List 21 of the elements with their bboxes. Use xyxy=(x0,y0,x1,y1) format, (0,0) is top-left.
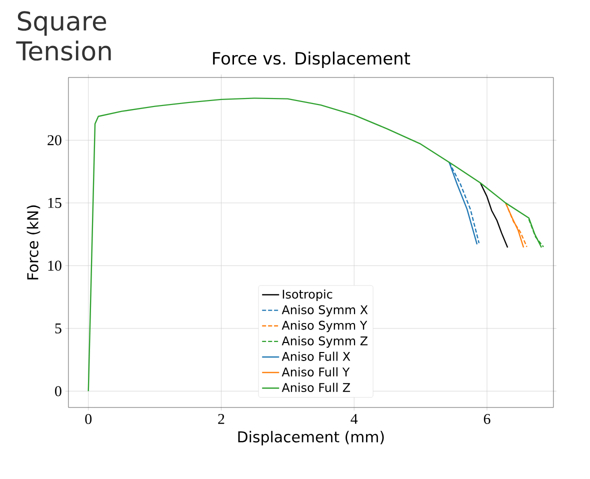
legend-label: Aniso Full Z xyxy=(282,382,350,392)
x-tick-label: 2 xyxy=(218,414,224,424)
y-tick-label: 5 xyxy=(55,323,62,334)
y-tick-label: 0 xyxy=(55,386,62,396)
chart-title: Square Tension xyxy=(16,11,111,61)
chart-subtitle: Force vs. Displacement xyxy=(213,52,410,68)
legend-label: Aniso Symm X xyxy=(282,305,368,317)
x-axis-title: Displacement (mm) xyxy=(238,430,384,446)
x-tick-label: 6 xyxy=(484,414,490,424)
y-tick-label: 20 xyxy=(48,135,62,146)
legend-label: Aniso Full Y xyxy=(282,367,350,376)
y-axis-title: Force (kN) xyxy=(26,205,40,280)
legend-label: Isotropic xyxy=(282,289,332,302)
x-tick-label: 4 xyxy=(350,414,358,424)
x-tick-label: 0 xyxy=(85,414,92,424)
legend-label: Aniso Symm Z xyxy=(282,336,368,348)
y-tick-label: 15 xyxy=(48,198,62,208)
line-series xyxy=(480,182,508,248)
y-tick-label: 10 xyxy=(48,260,62,271)
legend-label: Aniso Symm Y xyxy=(282,320,368,332)
legend-label: Aniso Full X xyxy=(282,352,350,361)
